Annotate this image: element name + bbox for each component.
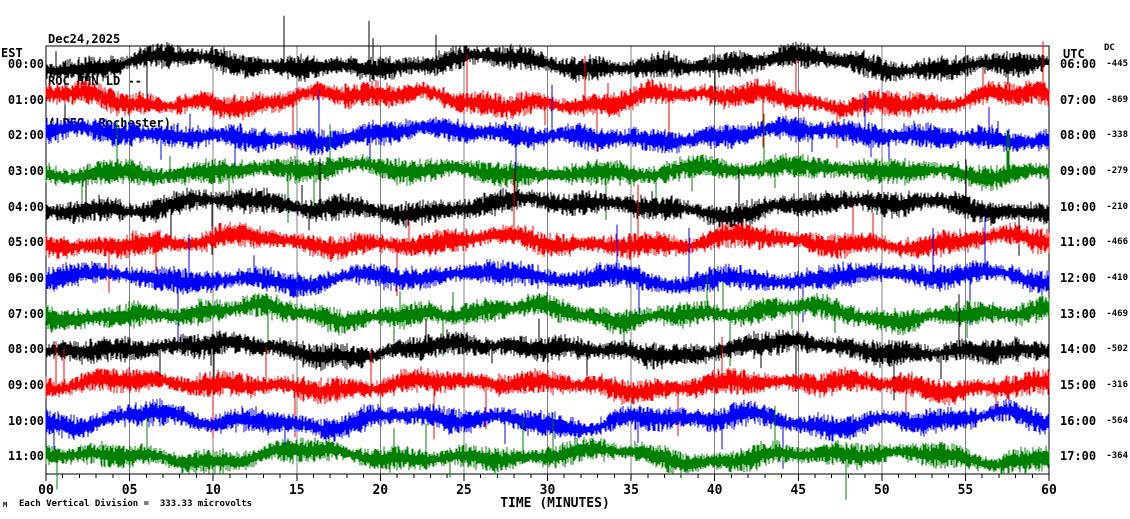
x-tick-label: 60 [1041,483,1057,498]
utc-time-label: 13:00 [1060,306,1097,321]
left-axis-label: EST [1,46,23,60]
x-axis-title: TIME (MINUTES) [500,496,610,511]
x-tick-label: 05 [121,483,138,498]
right-axis-label: UTC [1063,47,1085,61]
x-tick-label: 20 [372,483,389,498]
est-time-label: 07:00 [7,306,44,321]
est-time-label: 00:00 [7,56,44,71]
est-time-label: 02:00 [7,128,44,143]
x-tick-label: 35 [623,483,639,498]
utc-time-label: 16:00 [1060,413,1097,428]
dc-value-label: -466 [1106,237,1128,248]
dc-value-label: -469 [1106,308,1128,319]
est-time-label: 01:00 [7,92,44,107]
seismogram-trace-row-0 [45,15,1050,127]
dc-value-label: -338 [1106,130,1128,141]
header-date: Dec24,2025 [48,32,121,46]
x-tick-label: 25 [456,483,472,498]
dc-value-label: -564 [1106,415,1128,426]
est-time-label: 05:00 [7,235,44,250]
seismogram-trace-row-8 [45,294,1050,401]
seismogram-trace-row-5 [45,173,1050,297]
dc-value-label: -364 [1106,451,1128,462]
est-time-label: 10:00 [7,413,44,428]
vertical-scale-note: Each Vertical Division = 333.33 microvol… [19,499,252,509]
seismogram-trace-row-2 [45,84,1050,174]
utc-time-label: 14:00 [1060,342,1097,357]
dc-value-label: -316 [1106,379,1128,390]
dc-value-label: -410 [1106,272,1128,283]
est-time-label: 06:00 [7,270,44,285]
est-time-label: 11:00 [7,449,44,464]
utc-time-label: 08:00 [1060,128,1097,143]
utc-time-label: 11:00 [1060,235,1097,250]
seismogram-trace-row-7 [45,275,1050,367]
est-time-label: 08:00 [7,342,44,357]
seismogram-trace-row-9 [45,337,1050,440]
seismogram-trace-row-10 [45,398,1050,469]
x-tick-label: 55 [957,483,974,498]
seismogram-trace-row-4 [45,159,1050,256]
utc-time-label: 09:00 [1060,163,1097,178]
x-tick-label: 45 [790,483,807,498]
seismogram-trace-row-11 [45,405,1050,500]
x-tick-label: 30 [539,483,556,498]
est-time-label: 03:00 [7,163,44,178]
est-time-label: 09:00 [7,377,44,392]
dc-column-label: DC [1104,43,1115,53]
x-tick-label: 00 [38,483,54,498]
dc-value-label: -210 [1106,201,1128,212]
dc-value-label: -445 [1106,58,1128,69]
dc-value-label: -502 [1106,344,1128,355]
seismogram-trace-row-1 [45,41,1050,152]
utc-time-label: 06:00 [1060,56,1097,71]
corner-mark: M [3,501,8,509]
est-time-label: 04:00 [7,199,44,214]
dc-value-label: -869 [1106,94,1128,105]
utc-time-label: 07:00 [1060,92,1097,107]
utc-time-label: 10:00 [1060,199,1097,214]
x-tick-label: 10 [205,483,222,498]
seismogram-trace-row-6 [45,215,1050,343]
x-tick-label: 40 [706,483,723,498]
utc-time-label: 17:00 [1060,449,1097,464]
x-tick-label: 50 [873,483,890,498]
x-tick-label: 15 [288,483,305,498]
seismogram-trace-row-3 [45,113,1050,223]
dc-value-label: -279 [1106,165,1128,176]
utc-time-label: 12:00 [1060,270,1097,285]
utc-time-label: 15:00 [1060,377,1097,392]
